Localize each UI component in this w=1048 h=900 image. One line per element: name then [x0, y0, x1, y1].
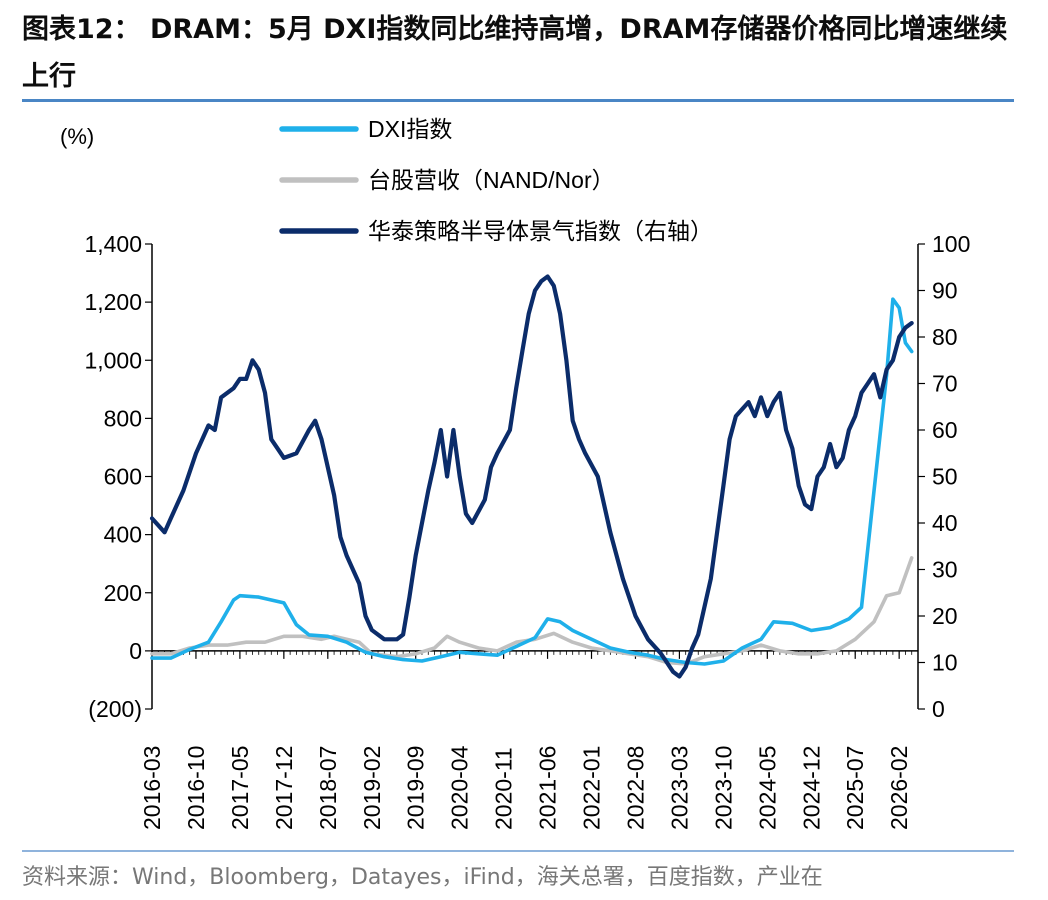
right-axis-tick-label: 70 — [932, 371, 958, 397]
series-layer — [149, 274, 914, 679]
x-axis-tick-label: 2020-11 — [491, 747, 517, 830]
x-axis-tick-label: 2021-06 — [535, 746, 561, 830]
left-axis-tick-label: 400 — [104, 522, 142, 548]
x-axis-tick-label: 2017-05 — [227, 746, 253, 830]
x-axis-tick-label: 2025-07 — [842, 746, 868, 830]
x-axis-tick-label: 2016-03 — [139, 746, 165, 830]
legend-label: 华泰策略半导体景气指数（右轴） — [368, 218, 713, 244]
source-note: 资料来源：Wind，Bloomberg，Datayes，iFind，海关总署，百… — [22, 865, 823, 890]
x-axis-tick-label: 2019-02 — [359, 746, 385, 830]
series-line-3 — [149, 274, 914, 679]
left-axis-tick-label: (200) — [88, 696, 142, 722]
x-axis-tick-label: 2018-07 — [315, 746, 341, 830]
x-axis-tick-label: 2024-12 — [798, 746, 824, 830]
right-axis-tick-label: 0 — [932, 696, 945, 722]
left-axis-tick-label: 800 — [104, 405, 142, 431]
legend-label: DXI指数 — [368, 116, 452, 142]
left-axis-tick-label: 1,200 — [84, 289, 142, 315]
series-line-1 — [150, 297, 914, 666]
left-axis-tick-label: 200 — [104, 580, 142, 606]
x-axis-tick-label: 2022-08 — [622, 746, 648, 830]
right-axis-tick-label: 30 — [932, 557, 958, 583]
left-axis-tick-label: 600 — [104, 464, 142, 490]
x-axis-tick-label: 2016-10 — [183, 746, 209, 830]
x-axis-tick-label: 2026-02 — [886, 746, 912, 830]
title-divider — [22, 99, 1014, 102]
right-axis-tick-label: 100 — [932, 231, 970, 257]
series-line-2 — [150, 556, 914, 666]
right-axis-tick-label: 40 — [932, 510, 958, 536]
right-axis-tick-label: 20 — [932, 603, 958, 629]
x-axis-tick-label: 2019-09 — [403, 746, 429, 830]
chart-title: 图表12： DRAM：5月 DXI指数同比维持高增，DRAM存储器价格同比增速继… — [22, 14, 1008, 92]
source-divider — [22, 850, 1014, 852]
x-axis-tick-label: 2023-10 — [710, 746, 736, 830]
right-axis-tick-label: 60 — [932, 417, 958, 443]
x-axis-tick-label: 2020-04 — [447, 745, 473, 830]
x-axis-tick-label: 2017-12 — [271, 746, 297, 830]
x-axis-tick-label: 2024-05 — [754, 746, 780, 830]
left-axis-tick-label: 0 — [129, 638, 142, 664]
left-axis-tick-label: 1,000 — [84, 347, 142, 373]
right-axis-tick-label: 10 — [932, 650, 958, 676]
chart-axes: (200) 0 200 400 600 800 1,000 1,200 1,400 0 10 20 30… — [84, 231, 970, 830]
left-axis-tick-label: 1,400 — [84, 231, 142, 257]
right-axis-tick-label: 50 — [932, 464, 958, 490]
right-axis-tick-label: 90 — [932, 278, 958, 304]
legend-label: 台股营收（NAND/Nor） — [368, 167, 615, 193]
x-axis-tick-label: 2023-03 — [666, 746, 692, 830]
left-axis-unit: (%) — [60, 124, 94, 149]
x-axis-tick-label: 2022-01 — [579, 746, 605, 830]
right-axis-tick-label: 80 — [932, 324, 958, 350]
